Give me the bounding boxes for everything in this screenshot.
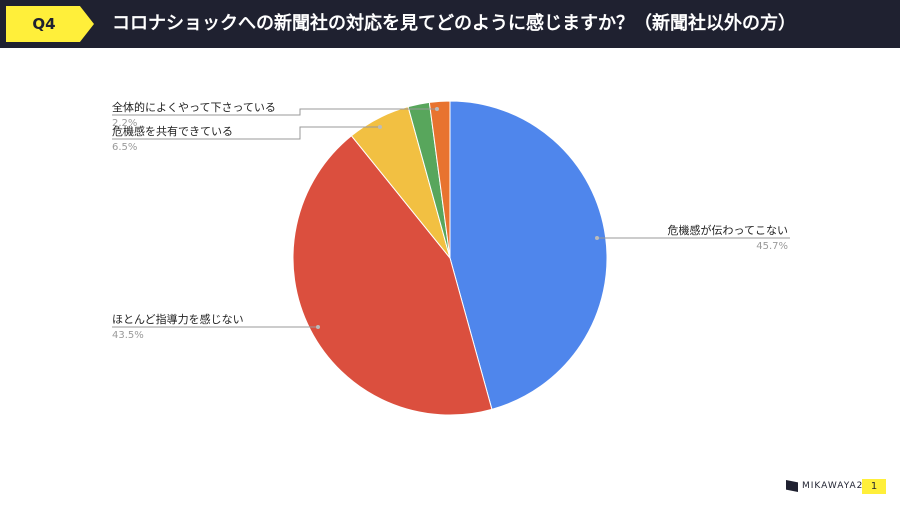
question-tag: Q4 <box>32 15 56 33</box>
leader-dot-0 <box>595 236 599 240</box>
leader-line-2 <box>112 126 380 140</box>
slice-label-3: 全体的によくやって下さっている <box>112 100 276 114</box>
pie-slices <box>292 100 608 416</box>
slice-label-0: 危機感が伝わってこない <box>668 223 788 237</box>
company-logo: MIKAWAYA21 <box>786 478 870 494</box>
slice-value-0: 45.7% <box>756 241 788 252</box>
pie-slice-4 <box>428 100 451 259</box>
slice-label-1: ほとんど指導力を感じない <box>112 312 244 326</box>
question-badge: Q4 <box>6 6 94 42</box>
leader-dot-2 <box>378 125 382 129</box>
pie-slice-0 <box>449 100 608 410</box>
pie-chart: 危機感が伝わってこない 45.7% ほとんど指導力を感じない 43.5% 危機感を共有で… <box>112 100 790 416</box>
leader-dot-3 <box>435 107 439 111</box>
slice-label-2: 危機感を共有できている <box>112 124 233 138</box>
page-number: 1 <box>862 479 886 494</box>
header-bar: Q4 コロナショックへの新聞社の対応を見てどのように感じますか？（新聞社以外の方… <box>0 0 900 48</box>
slice-value-2: 6.5% <box>112 142 137 153</box>
leader-dot-1 <box>316 325 320 329</box>
page-title: コロナショックへの新聞社の対応を見てどのように感じますか？（新聞社以外の方） <box>112 13 796 34</box>
pie-slice-1 <box>292 135 493 416</box>
pie-labels: 危機感が伝わってこない 45.7% ほとんど指導力を感じない 43.5% 危機感を共有で… <box>112 100 790 341</box>
logo-mark-icon <box>786 480 798 492</box>
logo-text: MIKAWAYA21 <box>802 481 871 491</box>
leader-line-3 <box>112 108 437 116</box>
slice-value-1: 43.5% <box>112 330 144 341</box>
slice-value-3: 2.2% <box>112 118 137 129</box>
